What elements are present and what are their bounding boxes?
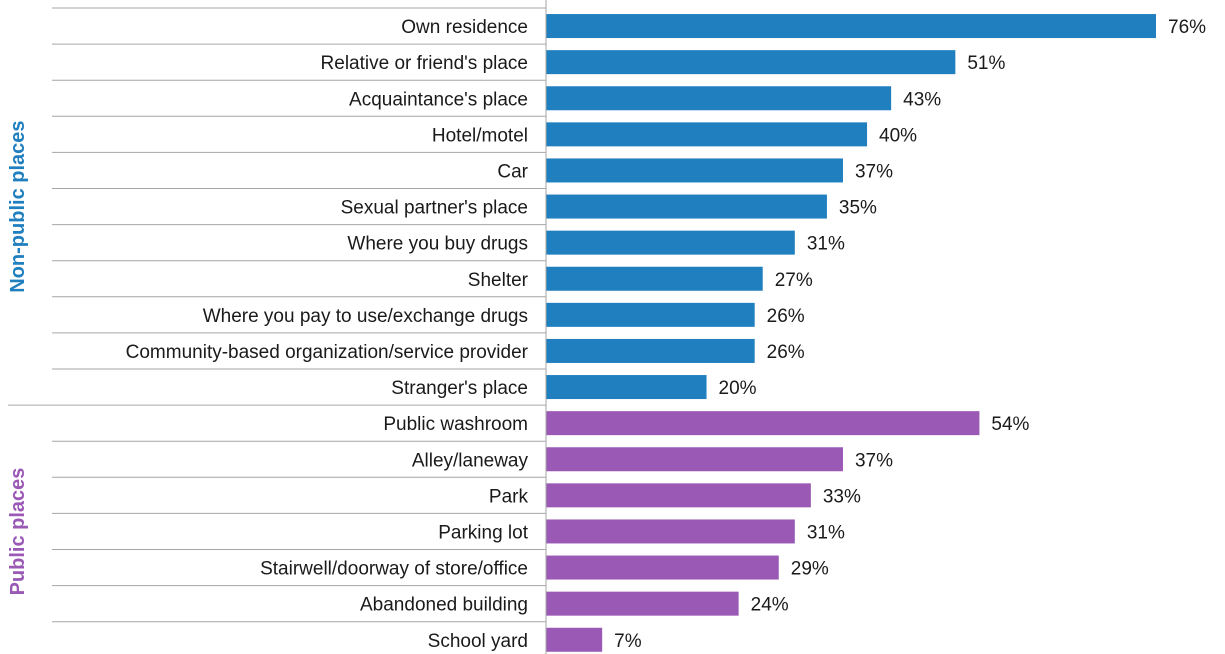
- value-label: 37%: [855, 161, 893, 182]
- bar: [546, 122, 868, 147]
- category-label: Park: [489, 486, 529, 507]
- value-label: 29%: [791, 559, 829, 580]
- category-label: Where you buy drugs: [347, 234, 528, 255]
- bar: [546, 591, 739, 616]
- category-label: Car: [497, 161, 528, 182]
- bar: [546, 338, 755, 363]
- bar: [546, 158, 843, 183]
- category-label: Acquaintance's place: [349, 89, 528, 110]
- value-label: 24%: [751, 595, 789, 616]
- bar: [546, 194, 827, 219]
- category-label: Community-based organization/service pro…: [126, 342, 529, 363]
- category-label: Alley/laneway: [412, 450, 529, 471]
- category-label: School yard: [428, 631, 528, 652]
- category-label: Abandoned building: [360, 595, 528, 616]
- value-label: 51%: [967, 53, 1005, 74]
- bar: [546, 627, 603, 652]
- value-label: 43%: [903, 89, 941, 110]
- bar: [546, 86, 892, 111]
- category-label: Where you pay to use/exchange drugs: [203, 306, 528, 327]
- group-label: Public places: [7, 468, 29, 596]
- category-label: Shelter: [468, 270, 529, 291]
- group-label: Non-public places: [7, 120, 29, 292]
- bar: [546, 302, 755, 327]
- value-label: 40%: [879, 125, 917, 146]
- value-label: 31%: [807, 234, 845, 255]
- value-label: 54%: [991, 414, 1029, 435]
- category-label: Relative or friend's place: [321, 53, 528, 74]
- value-label: 76%: [1168, 17, 1206, 38]
- bar: [546, 483, 811, 508]
- category-label: Sexual partner's place: [341, 198, 528, 219]
- value-label: 33%: [823, 486, 861, 507]
- value-label: 20%: [719, 378, 757, 399]
- category-label: Public washroom: [383, 414, 528, 435]
- value-label: 27%: [775, 270, 813, 291]
- bar: [546, 555, 779, 580]
- category-label: Parking lot: [438, 522, 528, 543]
- bar: [546, 50, 956, 75]
- value-label: 35%: [839, 198, 877, 219]
- category-label: Own residence: [401, 17, 528, 38]
- value-label: 31%: [807, 522, 845, 543]
- bar: [546, 14, 1156, 39]
- value-label: 26%: [767, 306, 805, 327]
- category-label: Stranger's place: [391, 378, 528, 399]
- bar: [546, 266, 763, 291]
- bar: [546, 411, 980, 436]
- bar: [546, 375, 707, 400]
- value-label: 26%: [767, 342, 805, 363]
- value-label: 37%: [855, 450, 893, 471]
- value-label: 7%: [614, 631, 642, 652]
- bar: [546, 230, 795, 255]
- category-label: Hotel/motel: [432, 125, 528, 146]
- bar: [546, 447, 843, 472]
- category-label: Stairwell/doorway of store/office: [260, 559, 528, 580]
- bar: [546, 519, 795, 544]
